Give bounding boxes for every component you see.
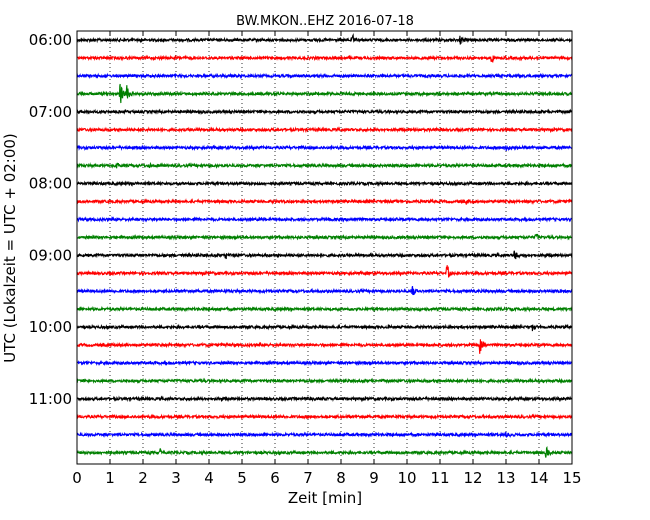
seismic-trace-1030 <box>76 359 573 367</box>
plot-frame <box>76 30 573 465</box>
y-tick-label: 08:00 <box>29 175 72 193</box>
seismic-trace-0800 <box>76 180 573 187</box>
seismic-trace-0730 <box>76 144 573 152</box>
x-tick-label: 0 <box>72 469 82 487</box>
chart-title: BW.MKON..EHZ 2016-07-18 <box>236 14 414 29</box>
x-tick-label: 4 <box>204 469 214 487</box>
x-tick-label: 12 <box>463 469 482 487</box>
x-tick-label: 13 <box>496 469 515 487</box>
y-axis-ticks: 06:00 07:00 08:00 09:00 10:00 11:00 <box>29 31 572 408</box>
y-tick-label: 07:00 <box>29 103 72 121</box>
x-axis-ticks: 0 1 2 3 4 5 6 7 8 9 10 11 12 13 14 15 <box>72 31 582 487</box>
x-tick-label: 15 <box>562 469 581 487</box>
x-axis-label: Zeit [min] <box>288 489 362 507</box>
y-tick-label: 09:00 <box>29 246 72 264</box>
y-axis-label: UTC (Lokalzeit = UTC + 02:00) <box>1 133 19 363</box>
x-tick-label: 8 <box>336 469 346 487</box>
seismic-traces <box>76 32 573 458</box>
seismic-trace-0600 <box>76 32 573 45</box>
y-tick-label: 06:00 <box>29 31 72 49</box>
seismic-trace-0630 <box>76 72 573 80</box>
seismic-trace-1015 <box>76 339 573 354</box>
grid-lines <box>109 31 540 464</box>
seismic-trace-1130 <box>76 431 573 439</box>
seismic-trace-0715 <box>76 126 573 134</box>
seismic-trace-0615 <box>76 54 573 63</box>
seismic-trace-0915 <box>76 265 573 278</box>
x-tick-label: 5 <box>237 469 247 487</box>
seismic-trace-0830 <box>76 215 573 223</box>
x-tick-label: 2 <box>138 469 148 487</box>
x-tick-label: 11 <box>430 469 449 487</box>
x-tick-label: 10 <box>397 469 416 487</box>
seismic-trace-1145 <box>76 446 573 458</box>
x-tick-label: 7 <box>303 469 313 487</box>
seismic-trace-0700 <box>76 108 573 116</box>
seismic-trace-0930 <box>76 285 573 296</box>
seismic-trace-1000 <box>76 323 573 332</box>
seismic-trace-1045 <box>76 377 573 385</box>
x-tick-label: 14 <box>529 469 548 487</box>
x-tick-label: 1 <box>105 469 115 487</box>
seismic-trace-0815 <box>76 198 573 205</box>
y-tick-label: 10:00 <box>29 318 72 336</box>
x-tick-label: 9 <box>369 469 379 487</box>
seismic-trace-0745 <box>76 161 573 170</box>
x-tick-label: 3 <box>171 469 181 487</box>
x-tick-label: 6 <box>270 469 280 487</box>
seismic-trace-0900 <box>76 250 573 260</box>
seismic-trace-0945 <box>76 305 573 313</box>
seismic-trace-1100 <box>76 395 573 403</box>
seismic-trace-0845 <box>76 233 573 241</box>
seismic-trace-1115 <box>76 413 573 421</box>
seismic-trace-0645 <box>76 83 573 104</box>
y-tick-label: 11:00 <box>29 390 72 408</box>
